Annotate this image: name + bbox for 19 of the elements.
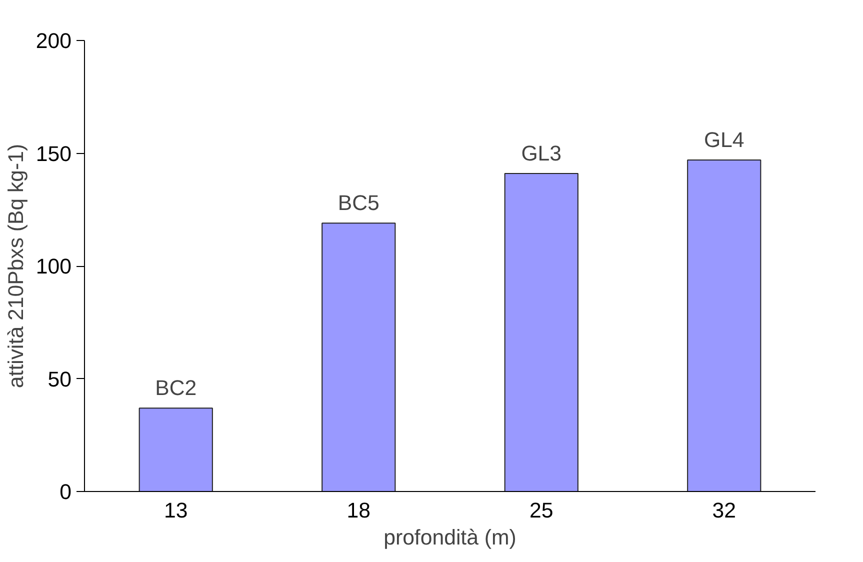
x-tick-label: 13 bbox=[164, 498, 188, 522]
x-tick-label: 18 bbox=[346, 498, 370, 522]
x-tick-label: 25 bbox=[530, 498, 554, 522]
annotation: GL4 bbox=[704, 128, 744, 152]
bar bbox=[138, 408, 213, 492]
y-tick-label: 100 bbox=[36, 254, 72, 278]
bar bbox=[504, 173, 578, 492]
y-tick-label: 150 bbox=[36, 142, 72, 166]
annotation: BC2 bbox=[155, 376, 197, 400]
annotation: GL3 bbox=[521, 142, 562, 166]
y-axis-title: attività 210Pbxs (Bq kg-1) bbox=[4, 144, 28, 388]
y-tick-label: 200 bbox=[36, 29, 72, 53]
bar bbox=[322, 222, 396, 492]
y-tick-label: 0 bbox=[60, 480, 72, 504]
x-axis-title: profondità (m) bbox=[384, 526, 516, 550]
bar bbox=[687, 160, 762, 492]
x-tick-label: 32 bbox=[712, 498, 736, 522]
y-tick-label: 50 bbox=[48, 367, 72, 392]
annotation: BC5 bbox=[338, 191, 380, 216]
